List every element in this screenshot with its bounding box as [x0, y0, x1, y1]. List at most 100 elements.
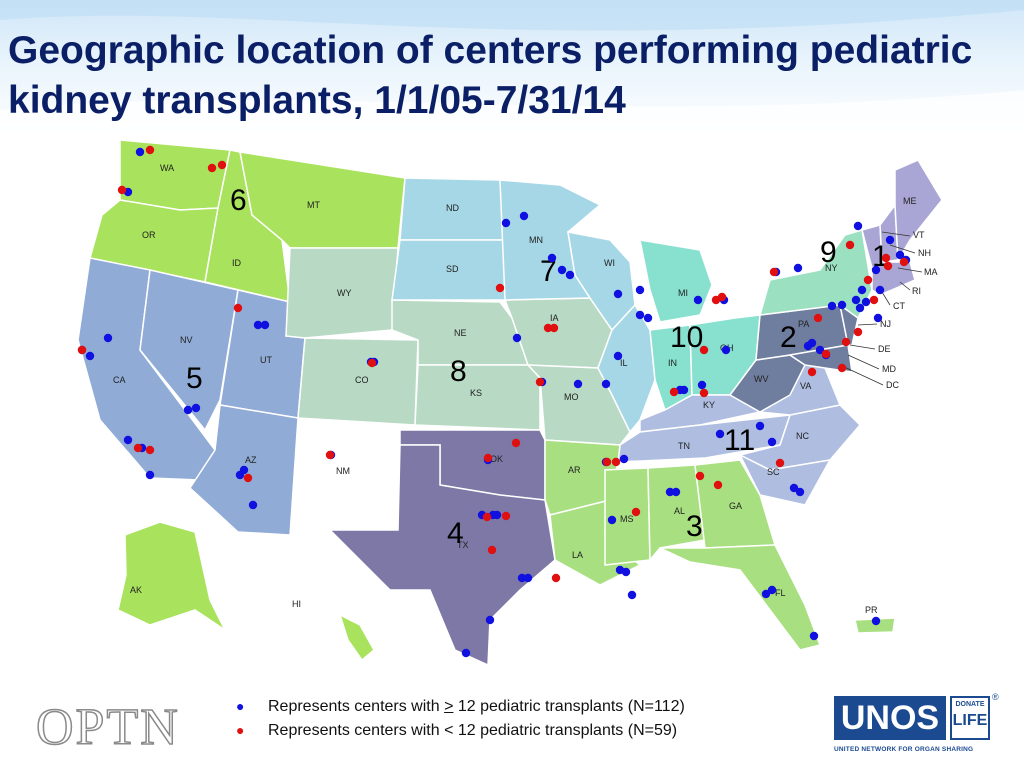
center-dot — [697, 380, 707, 390]
center-dot — [135, 147, 145, 157]
label-ne: NE — [454, 328, 467, 338]
label-sc: SC — [767, 467, 780, 477]
donate-life-badge: DONATE LIFE — [950, 696, 990, 740]
center-dot — [807, 338, 817, 348]
legend-large-dot: ● — [236, 698, 245, 714]
label-ga: GA — [729, 501, 742, 511]
label-nh: NH — [918, 248, 931, 258]
state-mi — [639, 239, 713, 323]
center-dot — [695, 471, 705, 481]
center-dot — [795, 487, 805, 497]
region-2-label: 2 — [780, 321, 797, 354]
center-dot — [483, 453, 493, 463]
label-sd: SD — [446, 264, 459, 274]
center-dots — [77, 145, 911, 658]
label-vt: VT — [913, 230, 925, 240]
label-mi: MI — [678, 288, 688, 298]
label-ca: CA — [113, 375, 126, 385]
center-dot — [857, 285, 867, 295]
center-dot — [869, 295, 879, 305]
center-dot — [895, 250, 905, 260]
label-az: AZ — [245, 455, 257, 465]
center-dot — [248, 500, 258, 510]
label-tn: TN — [678, 441, 690, 451]
label-co: CO — [355, 375, 369, 385]
center-dot — [565, 270, 575, 280]
state-tx — [328, 444, 556, 667]
state-ma-ct-ri — [871, 261, 916, 296]
center-dot — [547, 253, 557, 263]
center-dot — [145, 445, 155, 455]
center-dot — [841, 337, 851, 347]
label-ak: AK — [130, 585, 142, 595]
optn-logo: OPTN — [35, 699, 180, 757]
state-ak — [117, 521, 227, 633]
center-dot — [492, 510, 502, 520]
state-ks — [414, 364, 541, 431]
center-dot — [789, 483, 799, 493]
center-dot — [501, 218, 511, 228]
label-ar: AR — [568, 465, 581, 475]
center-dot — [717, 292, 727, 302]
center-dot — [643, 313, 653, 323]
unos-subtitle: UNITED NETWORK FOR ORGAN SHARING — [834, 746, 974, 753]
center-dot — [755, 421, 765, 431]
center-dot — [837, 300, 847, 310]
center-dot — [851, 295, 861, 305]
callout-lines — [839, 231, 923, 386]
state-hi — [338, 613, 375, 662]
center-dot — [519, 211, 529, 221]
label-nm: NM — [336, 466, 350, 476]
label-mo: MO — [564, 392, 579, 402]
center-dot — [551, 573, 561, 583]
center-dot — [627, 590, 637, 600]
state-ms — [604, 467, 651, 566]
center-dot — [793, 263, 803, 273]
region-3-label: 3 — [686, 510, 703, 543]
label-ut: UT — [260, 355, 272, 365]
center-dot — [133, 443, 143, 453]
center-dot — [557, 265, 567, 275]
label-nv: NV — [180, 335, 193, 345]
center-dot — [253, 320, 263, 330]
label-or: OR — [142, 230, 156, 240]
center-dot — [243, 473, 253, 483]
center-dot — [602, 457, 612, 467]
center-dot — [821, 349, 831, 359]
label-ms: MS — [620, 514, 634, 524]
state-nv — [139, 269, 239, 432]
region-4-label: 4 — [447, 517, 464, 550]
label-pa: PA — [798, 319, 809, 329]
center-dot — [573, 379, 583, 389]
label-dc: DC — [886, 380, 899, 390]
state-fl — [659, 544, 821, 651]
region-6-label: 6 — [230, 184, 247, 217]
label-ny: NY — [825, 263, 838, 273]
label-tx: TX — [457, 540, 469, 550]
center-dot — [145, 470, 155, 480]
center-dot — [217, 160, 227, 170]
region-labels: 6 5 8 7 4 3 10 11 2 9 1 — [186, 184, 889, 550]
label-in: IN — [668, 358, 677, 368]
center-dot — [863, 275, 873, 285]
center-dot — [679, 385, 689, 395]
region-7-label: 7 — [540, 255, 557, 288]
region-11-label: 11 — [724, 424, 755, 457]
center-dot — [671, 487, 681, 497]
center-dot — [511, 438, 521, 448]
center-dot — [837, 363, 847, 373]
label-nd: ND — [446, 203, 459, 213]
center-dot — [899, 257, 909, 267]
legend-small-text: Represents centers with < 12 pediatric t… — [268, 722, 678, 739]
center-dot — [487, 545, 497, 555]
label-ok: OK — [490, 454, 503, 464]
label-wv: WV — [754, 374, 769, 384]
center-dot — [827, 301, 837, 311]
label-il: IL — [620, 358, 628, 368]
center-dot — [549, 323, 559, 333]
label-nc: NC — [796, 431, 809, 441]
center-dot — [501, 511, 511, 521]
center-dot — [699, 345, 709, 355]
region-9-label: 9 — [820, 236, 837, 269]
center-dot — [523, 573, 533, 583]
